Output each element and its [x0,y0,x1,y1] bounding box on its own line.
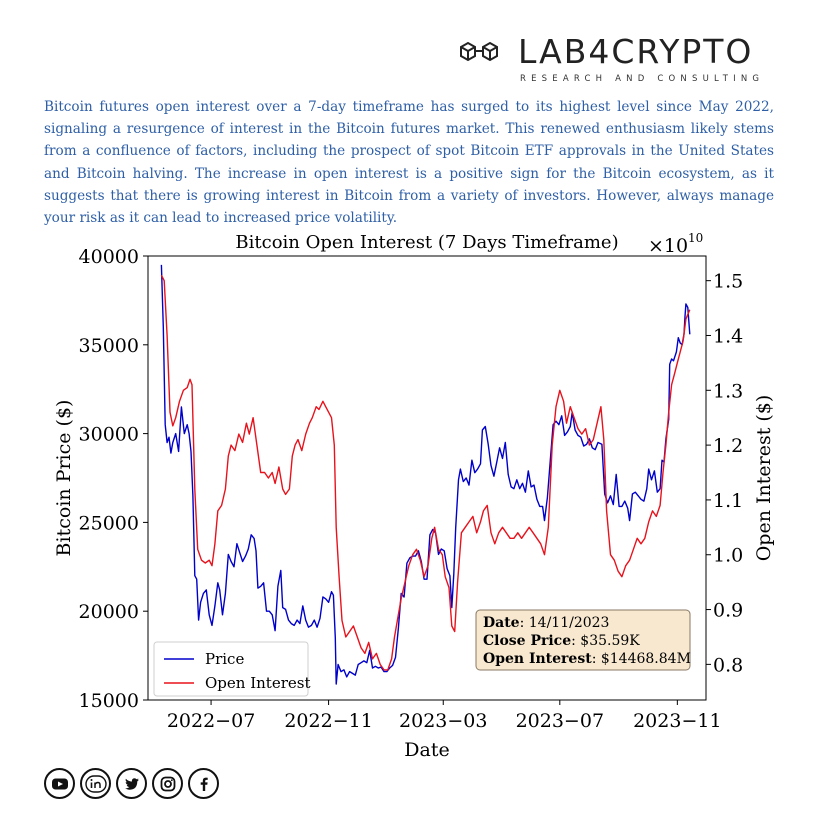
y-tick-label: 20000 [79,601,139,623]
y2-tick-label: 0.9 [713,600,743,622]
x-tick-label: 2022−11 [284,710,372,732]
brand-logo-icon [460,41,498,62]
annotation-line: Close Price: $35.59K [483,633,640,649]
annotation-key: Close Price [483,633,571,649]
twitter-icon [124,777,139,790]
annotation-value: $35.59K [580,633,640,649]
annotation-line: Open Interest: $14468.84M [483,651,691,667]
linkedin-icon [84,774,107,793]
y2-exponent-label: 10 [688,231,703,245]
y2-axis-label: Open Interest ($) [753,395,775,562]
brand-tagline: RESEARCH AND CONSULTING [520,74,765,84]
twitter-button[interactable] [116,768,147,799]
series-line-open-interest [160,274,691,671]
legend-label-price: Price [205,650,244,668]
y2-tick-label: 1.4 [713,325,743,347]
legend-label-open-interest: Open Interest [205,674,310,692]
y-tick-label: 30000 [79,424,139,446]
y2-tick-label: 1.5 [713,271,743,293]
y2-tick-label: 1.1 [713,490,743,512]
annotation-box [475,609,691,671]
annotation-value: 14/11/2023 [529,615,610,631]
x-tick-label: 2023−11 [633,710,721,732]
annotation-colon: : [592,651,601,667]
annotation-key: Date [483,615,520,631]
x-tick-label: 2023−03 [399,710,487,732]
annotation-colon: : [571,633,580,649]
y2-tick-label: 0.8 [713,654,743,676]
facebook-icon [200,777,208,791]
y-tick-label: 40000 [79,246,139,268]
linkedin-button[interactable] [80,768,111,799]
brand-header: LAB4CRYPTO RESEARCH AND CONSULTING [0,0,828,90]
annotation-key: Open Interest [483,651,592,667]
description-text: Bitcoin futures open interest over a 7-d… [44,99,774,227]
instagram-button[interactable] [152,768,183,799]
annotation-line: Date: 14/11/2023 [483,615,609,631]
y-tick-label: 15000 [79,690,139,712]
y2-tick-label: 1.3 [713,380,743,402]
y2-multiplier-label: ×10 [648,235,688,257]
y-tick-label: 25000 [79,512,139,534]
brand-name: LAB4CRYPTO [518,32,754,71]
social-links [44,768,219,799]
y-tick-label: 35000 [79,335,139,357]
series-line-price [160,264,691,685]
x-tick-label: 2023−07 [516,710,604,732]
annotation-colon: : [520,615,529,631]
chart-title: Bitcoin Open Interest (7 Days Timeframe) [235,232,618,253]
y-axis-label: Bitcoin Price ($) [53,400,75,557]
x-tick-label: 2022−07 [167,710,255,732]
y2-tick-label: 1.0 [713,545,743,567]
instagram-icon [160,776,175,791]
annotation-value: $14468.84M [601,651,691,667]
facebook-button[interactable] [188,768,219,799]
youtube-icon [51,778,68,789]
y2-tick-label: 1.2 [713,435,743,457]
x-axis-label: Date [404,739,449,761]
youtube-button[interactable] [44,768,75,799]
plot-frame [147,255,707,701]
open-interest-chart: 15000 20000 25000 30000 35000 40000 0.8 0.9 1.0 1… [53,231,775,761]
